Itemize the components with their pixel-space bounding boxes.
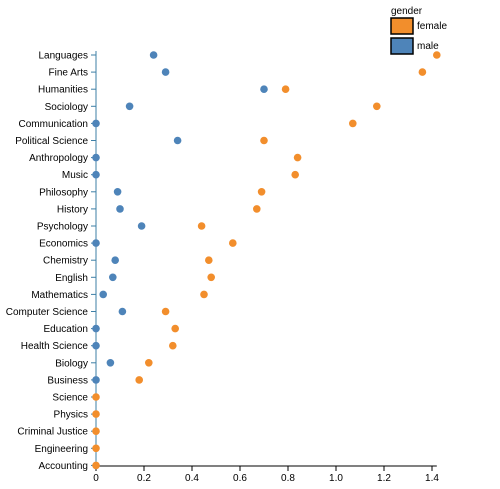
point-female-physics xyxy=(92,410,100,418)
point-female-political-science xyxy=(260,136,268,145)
y-tick-label: Biology xyxy=(55,358,88,369)
legend-swatch-female xyxy=(390,17,414,35)
point-male-economics xyxy=(92,239,100,247)
y-tick-label: Fine Arts xyxy=(49,68,88,79)
point-female-education xyxy=(171,324,179,333)
point-male-languages xyxy=(149,51,158,59)
y-tick-label: Communication xyxy=(19,119,88,130)
point-male-english xyxy=(109,273,117,282)
point-female-mathematics xyxy=(200,290,208,299)
point-female-health-science xyxy=(169,341,177,350)
legend-swatch-male xyxy=(390,37,414,55)
point-male-history xyxy=(116,205,124,213)
y-tick-label: Mathematics xyxy=(31,290,88,301)
y-tick-label: Engineering xyxy=(35,444,88,455)
y-tick-label: Criminal Justice xyxy=(17,427,88,438)
y-tick-label: Economics xyxy=(39,239,88,250)
point-female-computer-science xyxy=(161,307,170,316)
y-tick-label: Business xyxy=(47,375,88,386)
y-tick-label: Computer Science xyxy=(6,307,89,318)
y-tick-label: Psychology xyxy=(37,222,88,233)
y-tick-label: Sociology xyxy=(45,102,88,113)
point-male-philosophy xyxy=(113,188,122,196)
point-female-sociology xyxy=(373,102,381,111)
y-tick-label: Humanities xyxy=(38,85,88,96)
legend-label-female: female xyxy=(417,21,447,32)
point-female-business xyxy=(135,376,143,384)
point-female-english xyxy=(207,273,215,282)
point-male-health-science xyxy=(92,341,100,350)
point-male-anthropology xyxy=(92,153,100,162)
point-female-engineering xyxy=(92,444,100,453)
point-male-biology xyxy=(106,359,115,367)
point-female-humanities xyxy=(281,85,290,93)
x-tick-label: 1.2 xyxy=(377,473,391,484)
point-female-criminal-justice xyxy=(92,427,100,436)
point-male-communication xyxy=(92,119,100,128)
point-female-psychology xyxy=(197,222,206,230)
y-tick-label: Chemistry xyxy=(43,256,88,267)
x-tick-label: 1.4 xyxy=(425,473,439,484)
y-tick-label: Physics xyxy=(54,410,88,421)
point-male-fine-arts xyxy=(161,68,170,76)
legend: gender female male xyxy=(390,6,447,55)
point-male-education xyxy=(92,324,100,333)
point-male-business xyxy=(92,376,100,384)
y-tick-label: Science xyxy=(52,393,88,404)
point-male-mathematics xyxy=(99,290,107,299)
point-male-chemistry xyxy=(111,256,119,265)
plot-area: Languages Fine Arts Humanities Sociology Com… xyxy=(6,51,441,484)
x-tick-label: 0.4 xyxy=(185,473,199,484)
y-tick-label: English xyxy=(55,273,88,284)
point-female-fine-arts xyxy=(418,68,427,76)
legend-label-male: male xyxy=(417,41,439,52)
point-male-psychology xyxy=(137,222,146,230)
x-tick-label: 0.2 xyxy=(137,473,151,484)
y-tick-label: Music xyxy=(62,170,88,181)
point-female-history xyxy=(252,205,261,213)
x-tick-label: 0.8 xyxy=(281,473,295,484)
point-male-sociology xyxy=(125,102,134,111)
point-female-music xyxy=(291,170,300,179)
point-female-chemistry xyxy=(205,256,213,265)
point-female-anthropology xyxy=(293,153,302,162)
y-tick-label: History xyxy=(57,204,88,215)
x-tick-label: 1.0 xyxy=(329,473,343,484)
y-tick-label: Philosophy xyxy=(39,187,88,198)
y-tick-label: Accounting xyxy=(39,461,88,472)
y-tick-label: Anthropology xyxy=(29,153,88,164)
point-male-humanities xyxy=(260,85,268,93)
point-male-political-science xyxy=(173,136,182,145)
point-female-economics xyxy=(229,239,237,247)
point-female-biology xyxy=(145,359,153,367)
x-tick-label: 0.6 xyxy=(233,473,247,484)
point-female-languages xyxy=(433,51,441,59)
point-male-computer-science xyxy=(118,307,127,316)
y-tick-label: Education xyxy=(44,324,88,335)
x-tick-label: 0 xyxy=(93,473,99,484)
y-tick-label: Political Science xyxy=(15,136,88,147)
y-tick-label: Languages xyxy=(39,51,89,62)
y-tick-label: Health Science xyxy=(21,341,89,352)
point-female-philosophy xyxy=(257,188,266,196)
point-female-communication xyxy=(349,119,357,128)
legend-title: gender xyxy=(391,6,423,17)
point-female-science xyxy=(92,393,100,401)
point-female-accounting xyxy=(92,461,100,470)
point-male-music xyxy=(92,170,100,179)
